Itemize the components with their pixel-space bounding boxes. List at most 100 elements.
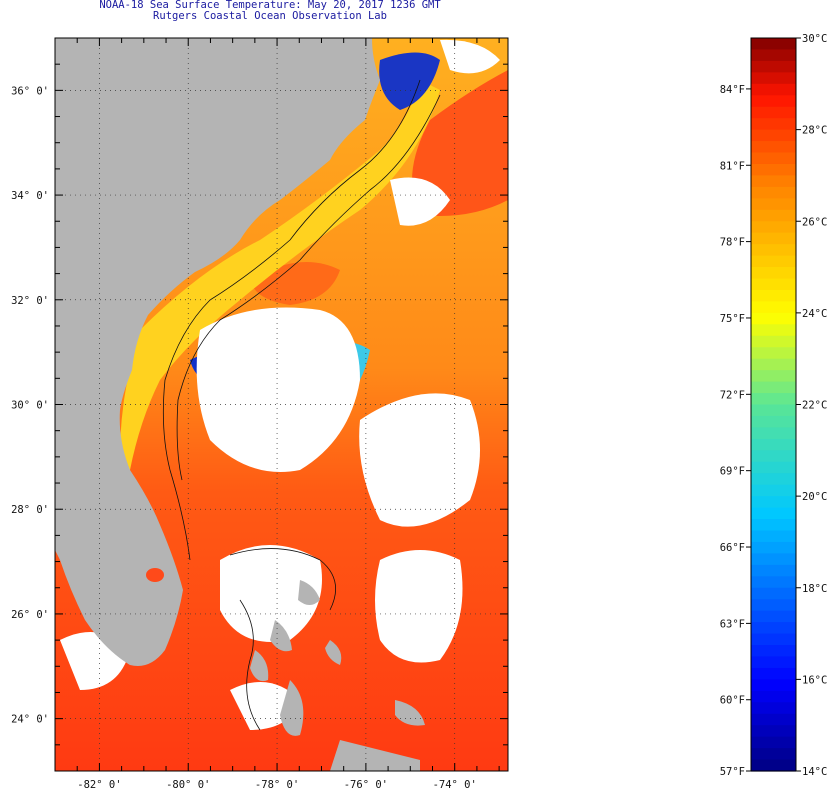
fahrenheit-labels: 84°F 81°F 78°F 75°F 72°F 69°F 66°F 63°F 60°F 57°F xyxy=(720,84,751,778)
colorbar-band xyxy=(751,438,796,451)
fahrenheit-label: 66°F xyxy=(720,542,745,554)
cloud-cover xyxy=(60,39,500,730)
colorbar-band xyxy=(751,713,796,726)
colorbar-band xyxy=(751,72,796,85)
colorbar-band xyxy=(751,404,796,417)
colorbar-band xyxy=(751,587,796,600)
latitude-label: 24° 0' xyxy=(11,714,49,726)
colorbar-band xyxy=(751,152,796,165)
latitude-label: 36° 0' xyxy=(11,85,49,97)
colorbar-band xyxy=(751,335,796,348)
longitude-label: -76° 0' xyxy=(344,779,388,791)
colorbar-band xyxy=(751,221,796,234)
colorbar-band xyxy=(751,186,796,199)
colorbar-band xyxy=(751,759,796,772)
colorbar-band xyxy=(751,473,796,486)
land-us-coast xyxy=(55,38,380,666)
fahrenheit-label: 60°F xyxy=(720,695,745,707)
colorbar-band xyxy=(751,255,796,268)
colorbar-band xyxy=(751,83,796,96)
fahrenheit-label: 57°F xyxy=(720,766,745,778)
celsius-label: 24°C xyxy=(802,308,827,320)
colorbar-band xyxy=(751,633,796,646)
celsius-label: 26°C xyxy=(802,216,827,228)
colorbar-band xyxy=(751,461,796,474)
warm-water-north xyxy=(412,70,508,216)
colorbar-band xyxy=(751,95,796,108)
colorbar-band xyxy=(751,141,796,154)
celsius-label: 30°C xyxy=(802,33,827,45)
colorbar-band xyxy=(751,301,796,314)
colorbar-band xyxy=(751,209,796,222)
colorbar-band xyxy=(751,599,796,612)
latitude-label: 30° 0' xyxy=(11,400,49,412)
colorbar-band xyxy=(751,519,796,532)
colorbar-band xyxy=(751,163,796,177)
fahrenheit-label: 63°F xyxy=(720,618,745,630)
colorbar-band xyxy=(751,748,796,761)
colorbar-band xyxy=(751,656,796,669)
colorbar-band xyxy=(751,484,796,497)
colorbar-band xyxy=(751,610,796,623)
latitude-label: 32° 0' xyxy=(11,295,49,307)
colorbar-band xyxy=(751,736,796,749)
colorbar-band xyxy=(751,232,796,245)
longitude-label: -78° 0' xyxy=(255,779,299,791)
latitude-label: 26° 0' xyxy=(11,609,49,621)
colorbar-band xyxy=(751,106,796,119)
fahrenheit-label: 84°F xyxy=(720,84,745,96)
celsius-labels: 30°C 28°C 26°C 24°C 22°C 20°C 18°C 16°C 14°C xyxy=(796,33,827,778)
latitude-labels: 36° 0' 34° 0' 32° 0' 30° 0' 28° 0' 26° 0' 24° … xyxy=(11,85,49,725)
colorbar-band xyxy=(751,381,796,394)
colorbar-band xyxy=(751,622,796,635)
land-bahamas xyxy=(250,580,425,771)
fahrenheit-label: 75°F xyxy=(720,313,745,325)
celsius-label: 18°C xyxy=(802,583,827,595)
map-subtitle: Rutgers Coastal Ocean Observation Lab xyxy=(153,10,387,22)
celsius-label: 16°C xyxy=(802,674,827,686)
shelf-water xyxy=(119,80,440,470)
fahrenheit-label: 72°F xyxy=(720,389,745,401)
colorbar-band xyxy=(751,496,796,509)
cold-water-north xyxy=(379,52,440,110)
celsius-label: 14°C xyxy=(802,766,827,778)
latitude-label: 28° 0' xyxy=(11,504,49,516)
colorbar-band xyxy=(751,312,796,325)
colorbar-band xyxy=(751,370,796,383)
colorbar-band xyxy=(751,60,796,73)
celsius-label: 22°C xyxy=(802,400,827,412)
colorbar-band xyxy=(751,667,796,680)
colorbar-band xyxy=(751,541,796,554)
colorbar-band xyxy=(751,564,796,577)
colorbar-band xyxy=(751,358,796,371)
colorbar-band xyxy=(751,530,796,543)
colorbar-band xyxy=(751,702,796,715)
fahrenheit-label: 78°F xyxy=(720,237,745,249)
colorbar-band xyxy=(751,347,796,360)
graticule xyxy=(55,38,508,771)
colorbar-band xyxy=(751,415,796,429)
colorbar-swatches xyxy=(751,38,796,772)
celsius-label: 20°C xyxy=(802,491,827,503)
map-title: NOAA-18 Sea Surface Temperature: May 20,… xyxy=(99,0,441,11)
longitude-label: -80° 0' xyxy=(166,779,210,791)
colorbar-band xyxy=(751,427,796,440)
colorbar-band xyxy=(751,576,796,589)
lake-okeechobee xyxy=(146,568,164,582)
colorbar-band xyxy=(751,507,796,520)
colorbar-band xyxy=(751,553,796,566)
colorbar-band xyxy=(751,198,796,211)
colorbar-band xyxy=(751,679,796,692)
colorbar-band xyxy=(751,725,796,738)
colorbar-band xyxy=(751,289,796,303)
longitude-labels: -82° 0' -80° 0' -78° 0' -76° 0' -74° 0' xyxy=(77,779,477,791)
colorbar-band xyxy=(751,450,796,463)
longitude-label: -82° 0' xyxy=(77,779,121,791)
colorbar-band xyxy=(751,175,796,188)
colorbar-band xyxy=(751,267,796,280)
colorbar-band xyxy=(751,129,796,142)
colorbar-band xyxy=(751,393,796,406)
colorbar-band xyxy=(751,49,796,62)
